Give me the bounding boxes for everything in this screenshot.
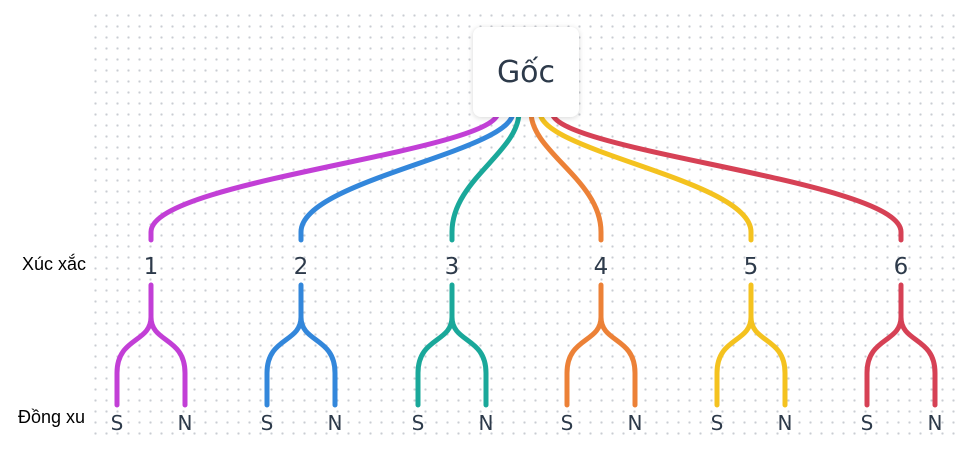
branch-die-3-to-S <box>415 314 455 408</box>
coin-node-6-S: S <box>861 411 874 435</box>
coin-node-1-S: S <box>111 411 124 435</box>
branch-root-to-die-3 <box>449 109 522 243</box>
coin-node-6-N: N <box>928 411 943 435</box>
die-node-2: 2 <box>294 254 309 280</box>
branch-die-4-to-N <box>598 314 638 408</box>
coin-node-3-N: N <box>479 411 494 435</box>
branch-die-5-to-S <box>714 314 754 408</box>
coin-node-3-S: S <box>412 411 425 435</box>
branch-root-to-die-4 <box>528 109 604 243</box>
branch-root-to-die-5 <box>537 109 754 243</box>
branch-root-to-die-1 <box>148 109 501 243</box>
die-node-4: 4 <box>594 254 609 280</box>
coin-node-2-S: S <box>261 411 274 435</box>
root-node: Gốc <box>473 27 579 117</box>
die-node-3: 3 <box>445 254 460 280</box>
coin-node-4-S: S <box>561 411 574 435</box>
die-node-6: 6 <box>894 254 909 280</box>
branch-root-to-die-6 <box>549 109 904 243</box>
branch-die-1-to-S <box>114 314 154 408</box>
coin-node-2-N: N <box>328 411 343 435</box>
coin-node-4-N: N <box>628 411 643 435</box>
branch-die-2-to-S <box>264 314 304 408</box>
row-label-coin: Đồng xu <box>18 407 86 427</box>
die-node-1: 1 <box>144 254 159 280</box>
branch-die-2-to-N <box>298 314 338 408</box>
branch-die-5-to-N <box>748 314 788 408</box>
branch-die-6-to-N <box>898 314 938 408</box>
branch-die-3-to-N <box>449 314 489 408</box>
coin-node-5-S: S <box>711 411 724 435</box>
row-label-dice: Xúc xắc <box>22 254 87 274</box>
coin-node-1-N: N <box>178 411 193 435</box>
coin-node-5-N: N <box>778 411 793 435</box>
branch-die-1-to-N <box>148 314 188 408</box>
die-node-5: 5 <box>744 254 759 280</box>
branch-root-to-die-2 <box>298 109 516 243</box>
branch-die-6-to-S <box>864 314 904 408</box>
branch-die-4-to-S <box>564 314 604 408</box>
root-node-label: Gốc <box>496 54 556 90</box>
